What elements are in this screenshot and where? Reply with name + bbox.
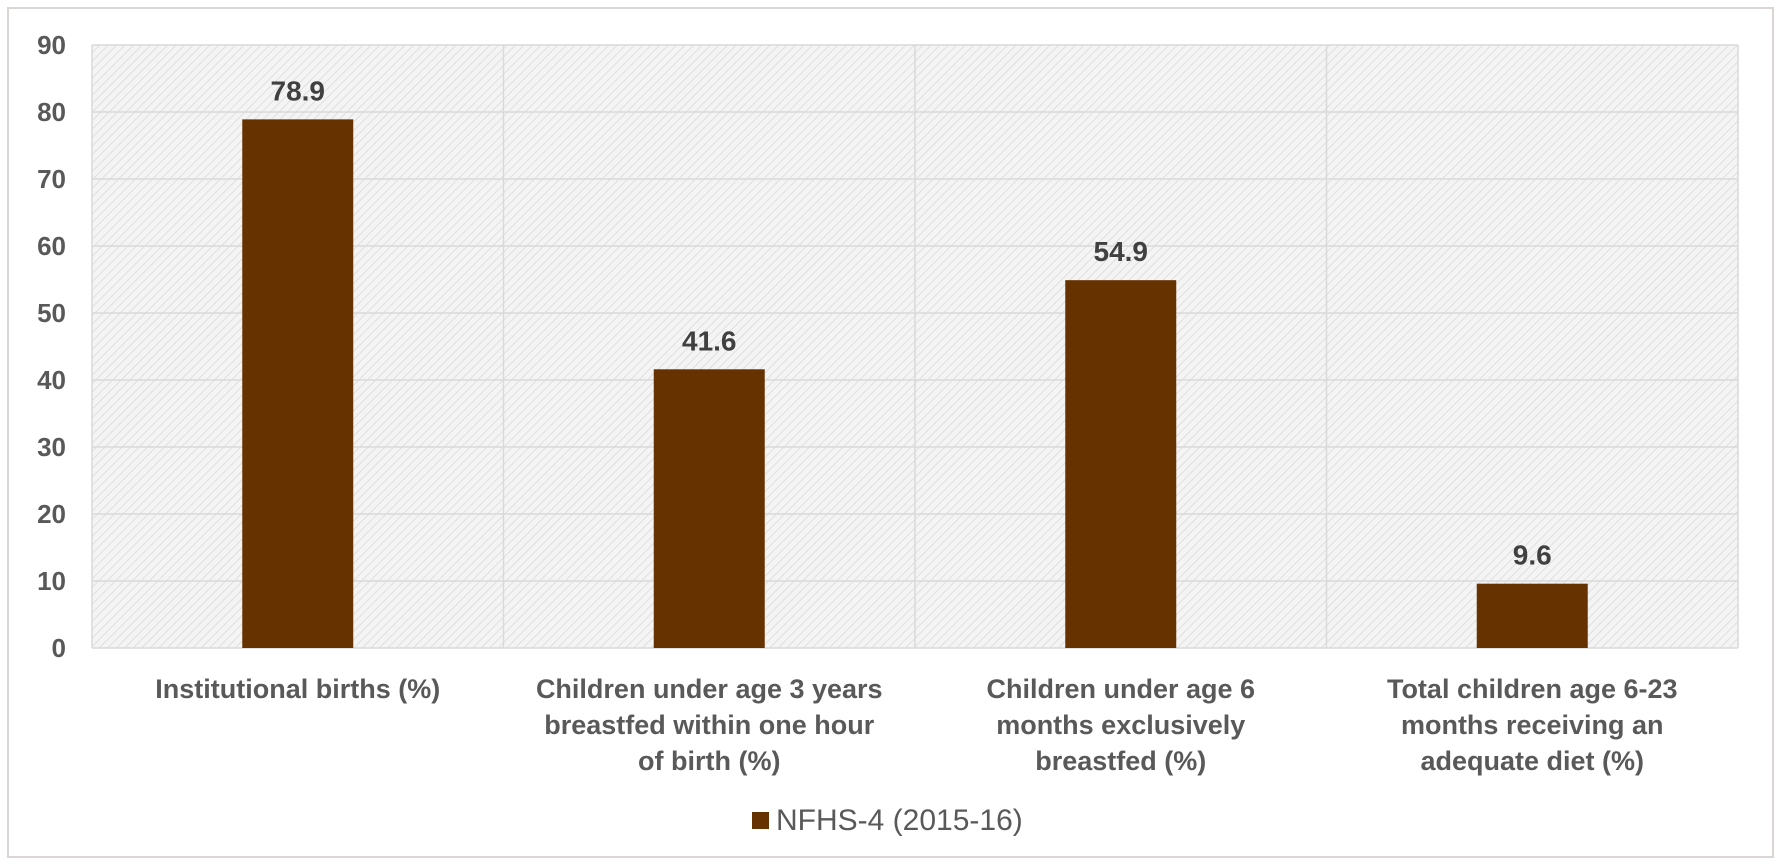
x-category-label: adequate diet (%) — [1420, 746, 1644, 776]
y-tick-label: 60 — [37, 231, 66, 261]
gridlines — [91, 44, 1739, 649]
x-category-label: months receiving an — [1401, 710, 1664, 740]
data-label: 41.6 — [682, 325, 737, 356]
y-tick-label: 20 — [37, 499, 66, 529]
x-axis-categories: Institutional births (%) Children under a… — [155, 674, 1677, 776]
bar — [242, 119, 354, 649]
x-category-label: months exclusively — [996, 710, 1245, 740]
bar — [653, 369, 765, 648]
y-tick-label: 90 — [37, 30, 66, 60]
x-category-label: breastfed within one hour — [544, 710, 875, 740]
x-category-label: of birth (%) — [638, 746, 780, 776]
legend-swatch — [752, 812, 769, 829]
x-category-label: Children under age 6 — [986, 674, 1255, 704]
x-category-label: Children under age 3 years — [536, 674, 883, 704]
x-category-label: Total children age 6-23 — [1387, 674, 1678, 704]
y-axis-ticks: 0 10 20 30 40 50 60 70 80 90 — [37, 30, 66, 663]
legend: NFHS-4 (2015-16) — [752, 804, 1023, 837]
data-labels: 78.9 41.6 54.9 9.6 — [271, 75, 1552, 570]
y-tick-label: 40 — [37, 365, 66, 395]
y-tick-label: 0 — [52, 633, 66, 663]
data-label: 78.9 — [271, 75, 326, 106]
y-tick-label: 50 — [37, 298, 66, 328]
data-label: 9.6 — [1513, 540, 1552, 571]
data-label: 54.9 — [1094, 236, 1149, 267]
x-category-label: Institutional births (%) — [155, 674, 440, 704]
y-tick-label: 10 — [37, 566, 66, 596]
y-tick-label: 30 — [37, 432, 66, 462]
bar — [1065, 280, 1177, 648]
y-tick-label: 80 — [37, 97, 66, 127]
x-category-label: breastfed (%) — [1035, 746, 1206, 776]
bars — [242, 119, 1588, 649]
bar — [1476, 583, 1588, 648]
y-tick-label: 70 — [37, 164, 66, 194]
legend-label: NFHS-4 (2015-16) — [776, 804, 1023, 837]
